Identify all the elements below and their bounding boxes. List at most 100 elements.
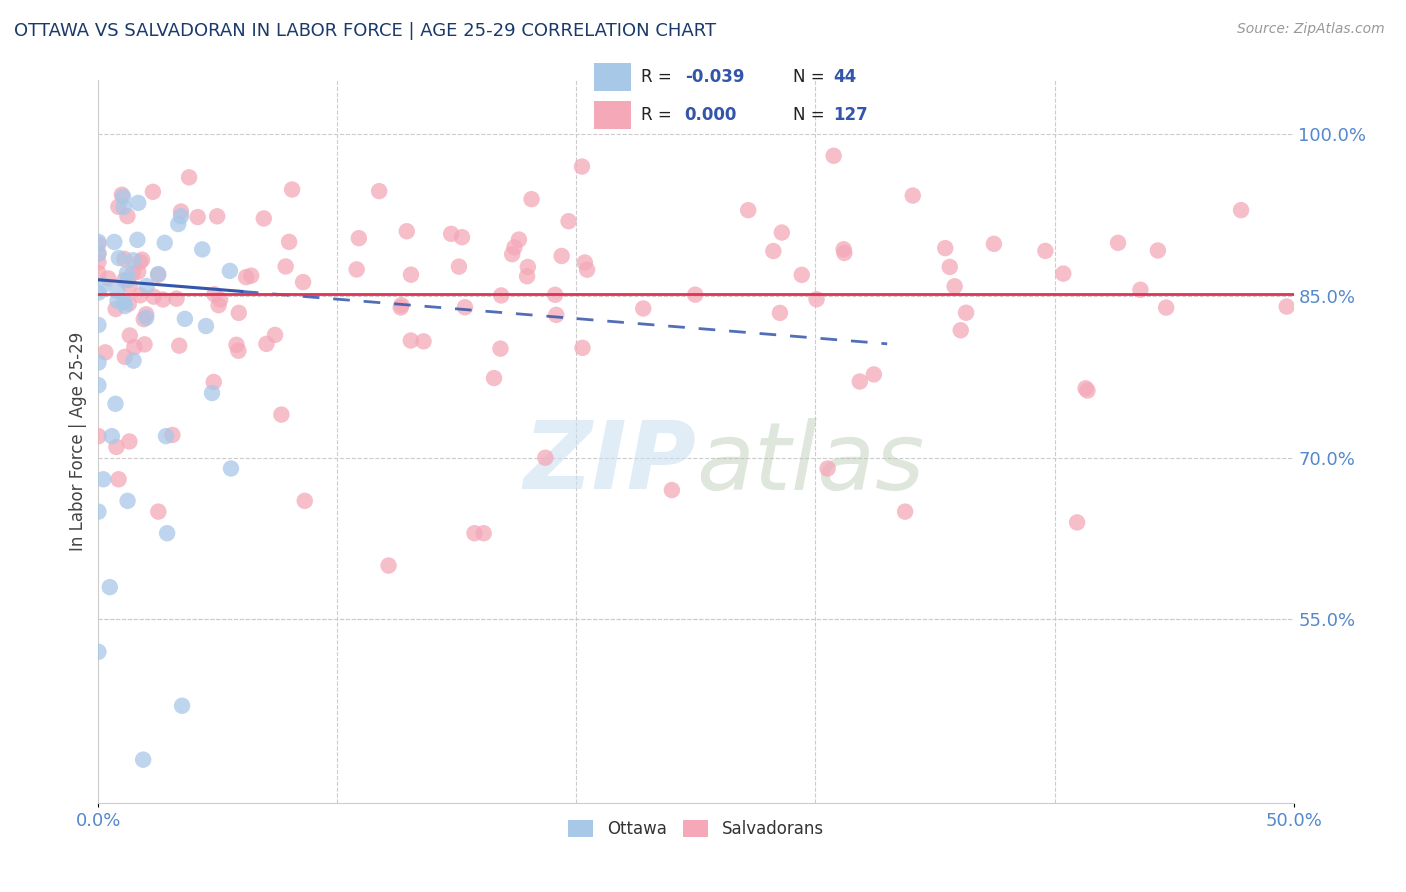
Point: [454, 300, 477, 314]
Point: [129, 255, 152, 269]
Point: [173, 311, 195, 326]
Point: [205, 209, 228, 223]
Text: R =: R =: [641, 68, 672, 86]
Point: [769, 306, 792, 320]
FancyBboxPatch shape: [593, 101, 631, 129]
Point: [134, 337, 156, 351]
Point: [1035, 244, 1057, 258]
Point: [281, 182, 304, 196]
Point: [170, 204, 193, 219]
Point: [191, 243, 214, 257]
Point: [152, 293, 174, 307]
Point: [631, 301, 654, 316]
Point: [661, 483, 683, 497]
Point: [107, 284, 129, 298]
Point: [87, 429, 110, 443]
Point: [122, 253, 145, 268]
Point: [87, 505, 110, 519]
Point: [943, 279, 966, 293]
Point: [204, 287, 226, 301]
Text: 0.000: 0.000: [685, 106, 737, 124]
Point: [97, 271, 120, 285]
Point: [118, 278, 141, 293]
Point: [1066, 516, 1088, 530]
Point: [87, 237, 110, 252]
Point: [103, 235, 125, 249]
Point: [127, 233, 149, 247]
Text: 127: 127: [834, 106, 868, 124]
Point: [520, 192, 543, 206]
Point: [117, 273, 139, 287]
Text: R =: R =: [641, 106, 672, 124]
Point: [187, 210, 209, 224]
Point: [253, 211, 276, 226]
Point: [938, 260, 960, 274]
Text: N =: N =: [793, 68, 824, 86]
Point: [114, 299, 136, 313]
Point: [1154, 301, 1177, 315]
Point: [546, 308, 568, 322]
Point: [148, 267, 170, 281]
Point: [389, 301, 412, 315]
Point: [489, 288, 512, 302]
Point: [156, 526, 179, 541]
Point: [129, 288, 152, 302]
Point: [94, 345, 117, 359]
Point: [770, 226, 793, 240]
Point: [115, 266, 138, 280]
Point: [228, 343, 250, 358]
Point: [1275, 300, 1298, 314]
Point: [1076, 384, 1098, 398]
Point: [121, 266, 143, 280]
Point: [112, 200, 135, 214]
Point: [98, 580, 121, 594]
Point: [104, 301, 127, 316]
Point: [127, 265, 149, 279]
Point: [377, 558, 399, 573]
Point: [274, 260, 297, 274]
Point: [576, 262, 599, 277]
Point: [292, 275, 315, 289]
Point: [399, 334, 422, 348]
Point: [202, 375, 225, 389]
Point: [167, 339, 190, 353]
Point: [87, 285, 110, 300]
Point: [209, 293, 232, 307]
Point: [228, 306, 250, 320]
Point: [91, 472, 114, 486]
Point: [806, 292, 828, 306]
Point: [162, 428, 184, 442]
Point: [949, 323, 972, 337]
Text: 44: 44: [834, 68, 856, 86]
Point: [87, 318, 110, 332]
Text: OTTAWA VS SALVADORAN IN LABOR FORCE | AGE 25-29 CORRELATION CHART: OTTAWA VS SALVADORAN IN LABOR FORCE | AG…: [14, 22, 716, 40]
Point: [544, 287, 567, 301]
Point: [463, 526, 485, 541]
Point: [1052, 267, 1074, 281]
Point: [863, 368, 886, 382]
Point: [557, 214, 579, 228]
Point: [264, 327, 287, 342]
Text: atlas: atlas: [696, 417, 924, 508]
Point: [118, 328, 141, 343]
Point: [501, 247, 523, 261]
Point: [101, 429, 124, 443]
Point: [482, 371, 505, 385]
Point: [114, 350, 136, 364]
Point: [111, 187, 134, 202]
Point: [574, 255, 596, 269]
Point: [122, 353, 145, 368]
Point: [1147, 244, 1170, 258]
Point: [93, 278, 115, 293]
Point: [87, 235, 110, 249]
Point: [87, 378, 110, 392]
Point: [117, 209, 139, 223]
Point: [166, 292, 188, 306]
Point: [108, 251, 131, 265]
Point: [87, 266, 110, 280]
Point: [117, 493, 139, 508]
Point: [534, 450, 557, 465]
Point: [135, 310, 157, 325]
Point: [105, 440, 128, 454]
Point: [132, 312, 155, 326]
